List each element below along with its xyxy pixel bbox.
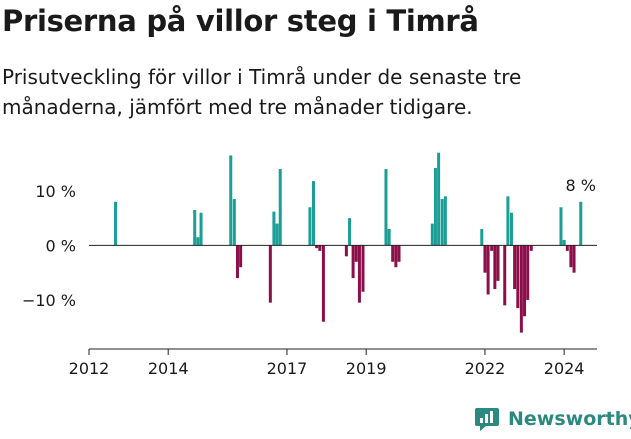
brand-name: Newsworthy — [508, 408, 631, 430]
page-title: Priserna på villor steg i Timrå — [2, 4, 479, 38]
x-axis-ticks: 2012 2014 2017 2019 2022 2024 — [69, 349, 585, 378]
bar — [437, 152, 441, 246]
bar — [569, 245, 573, 268]
bar — [440, 199, 444, 246]
bar — [483, 245, 487, 273]
x-tick-label: 2024 — [544, 359, 585, 378]
bar — [114, 201, 118, 246]
bar — [572, 245, 576, 273]
bar — [278, 169, 282, 246]
bar — [506, 196, 510, 246]
last-value-label: 8 % — [566, 176, 596, 195]
bar — [357, 245, 361, 303]
bars — [114, 152, 583, 333]
bar — [430, 223, 434, 246]
y-tick-label: 0 % — [46, 236, 76, 255]
y-tick-label: −10 % — [22, 291, 76, 310]
bar — [526, 245, 530, 300]
bar — [433, 167, 437, 246]
bar — [232, 199, 236, 246]
bar-chart: 10 % 0 % −10 % 2012 2014 2017 2019 2022 2024 8 … — [22, 152, 597, 378]
bar — [516, 245, 520, 309]
x-tick-label: 2019 — [346, 359, 387, 378]
bar — [394, 245, 398, 268]
y-tick-label: 10 % — [35, 182, 76, 201]
x-tick-label: 2012 — [69, 359, 110, 378]
bar — [503, 245, 507, 306]
bar — [361, 245, 365, 292]
bar — [493, 245, 497, 290]
bar — [354, 245, 358, 262]
x-tick-label: 2014 — [148, 359, 189, 378]
newsworthy-logo-icon — [475, 408, 499, 431]
bar — [486, 245, 490, 295]
bar — [275, 223, 279, 246]
bar — [443, 196, 447, 246]
bar — [229, 155, 233, 246]
bar — [351, 245, 355, 279]
bar — [480, 229, 484, 246]
bar — [397, 245, 401, 262]
bar — [344, 245, 348, 257]
bar — [193, 209, 197, 246]
bar — [562, 239, 566, 246]
bar — [523, 245, 527, 317]
bar — [268, 245, 272, 303]
bar — [513, 245, 517, 290]
bar — [348, 218, 352, 246]
brand-logo: Newsworthy — [474, 406, 631, 432]
bar — [579, 201, 583, 246]
bar — [321, 245, 325, 322]
bar — [272, 211, 276, 246]
bar — [315, 245, 319, 249]
bar — [565, 245, 569, 251]
bar — [490, 245, 494, 251]
x-tick-label: 2017 — [267, 359, 308, 378]
x-tick-label: 2022 — [465, 359, 506, 378]
bar — [559, 207, 563, 246]
bar — [312, 181, 315, 246]
bar — [519, 245, 523, 333]
bar — [308, 207, 312, 246]
bar — [384, 169, 388, 246]
page-subtitle: Prisutveckling för villor i Timrå under … — [2, 65, 522, 119]
bar — [196, 237, 200, 246]
bar — [529, 245, 533, 251]
bar — [199, 212, 203, 246]
bar — [387, 229, 391, 246]
bar — [239, 245, 243, 268]
bar — [318, 245, 322, 251]
bar — [235, 245, 239, 279]
bar — [391, 245, 395, 262]
bar — [496, 245, 500, 281]
y-axis-ticks: 10 % 0 % −10 % — [22, 182, 76, 310]
bar — [509, 212, 513, 246]
